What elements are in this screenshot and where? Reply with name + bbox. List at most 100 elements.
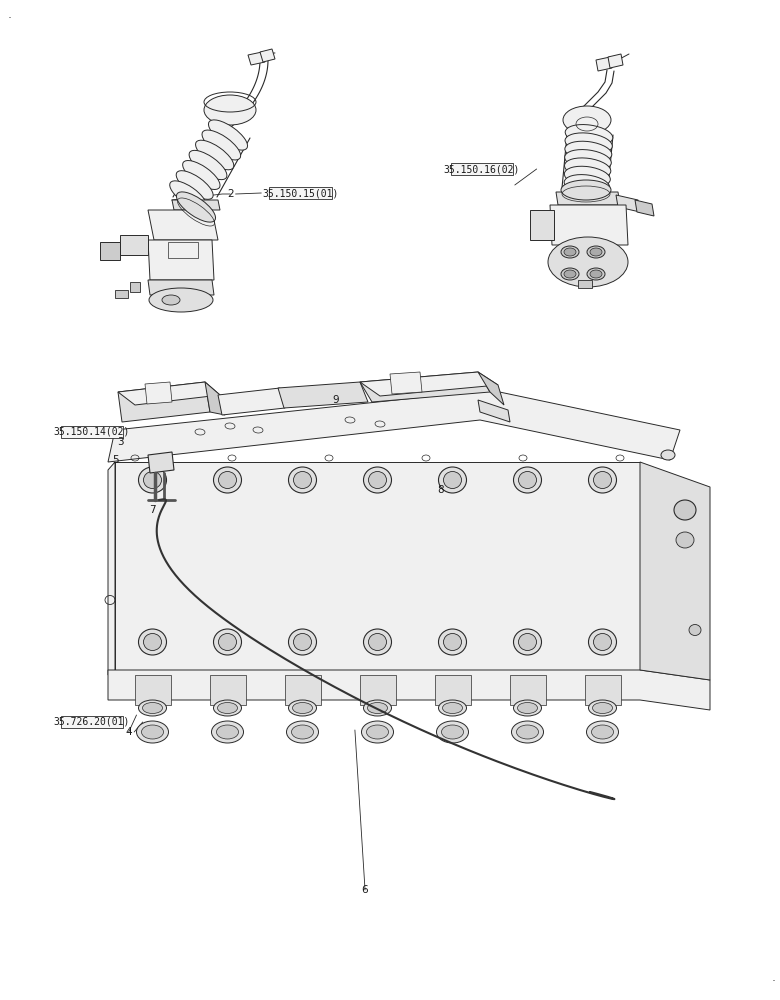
Polygon shape — [478, 372, 504, 405]
Polygon shape — [530, 210, 554, 240]
Polygon shape — [478, 400, 510, 422]
Text: 3: 3 — [118, 437, 124, 447]
Ellipse shape — [564, 270, 576, 278]
Ellipse shape — [593, 702, 612, 714]
Ellipse shape — [204, 95, 256, 125]
Polygon shape — [218, 388, 285, 415]
Ellipse shape — [548, 237, 628, 287]
Ellipse shape — [143, 702, 162, 714]
Polygon shape — [205, 382, 225, 415]
Ellipse shape — [661, 450, 675, 460]
FancyBboxPatch shape — [269, 187, 332, 199]
Ellipse shape — [289, 467, 317, 493]
Ellipse shape — [565, 150, 612, 170]
Polygon shape — [118, 382, 210, 422]
Ellipse shape — [367, 725, 388, 739]
Ellipse shape — [176, 171, 213, 199]
Polygon shape — [616, 195, 640, 212]
Polygon shape — [118, 382, 220, 405]
Ellipse shape — [218, 472, 236, 488]
Polygon shape — [115, 462, 640, 670]
Ellipse shape — [517, 702, 537, 714]
Ellipse shape — [566, 125, 613, 145]
Text: 35.726.20(01): 35.726.20(01) — [54, 717, 130, 727]
Text: 35.150.15(01): 35.150.15(01) — [262, 188, 339, 198]
Ellipse shape — [519, 472, 537, 488]
Ellipse shape — [513, 467, 541, 493]
Ellipse shape — [292, 702, 313, 714]
Ellipse shape — [676, 532, 694, 548]
Ellipse shape — [594, 634, 612, 650]
Ellipse shape — [565, 166, 610, 187]
Ellipse shape — [564, 175, 610, 195]
Ellipse shape — [144, 472, 161, 488]
Polygon shape — [148, 452, 174, 473]
Ellipse shape — [149, 288, 213, 312]
Ellipse shape — [588, 700, 616, 716]
Text: 8: 8 — [438, 485, 444, 495]
Ellipse shape — [594, 472, 612, 488]
Ellipse shape — [139, 467, 166, 493]
Ellipse shape — [183, 161, 220, 189]
Polygon shape — [108, 390, 680, 462]
Ellipse shape — [437, 721, 469, 743]
FancyBboxPatch shape — [61, 426, 123, 438]
Ellipse shape — [590, 270, 602, 278]
Polygon shape — [100, 242, 120, 260]
Polygon shape — [578, 280, 592, 288]
Polygon shape — [145, 382, 172, 404]
Ellipse shape — [214, 629, 242, 655]
Polygon shape — [635, 200, 654, 216]
Ellipse shape — [196, 140, 234, 170]
Ellipse shape — [561, 268, 579, 280]
Polygon shape — [556, 192, 620, 205]
Text: 2: 2 — [227, 189, 233, 199]
Ellipse shape — [292, 725, 314, 739]
Text: 6: 6 — [362, 885, 368, 895]
Polygon shape — [108, 670, 710, 710]
Ellipse shape — [289, 629, 317, 655]
Polygon shape — [148, 210, 218, 240]
Polygon shape — [248, 52, 265, 65]
Ellipse shape — [561, 180, 611, 200]
Ellipse shape — [363, 629, 392, 655]
Polygon shape — [130, 282, 140, 292]
Ellipse shape — [202, 130, 241, 160]
Ellipse shape — [293, 472, 311, 488]
Ellipse shape — [162, 295, 180, 305]
Polygon shape — [260, 49, 275, 62]
Ellipse shape — [438, 629, 466, 655]
Ellipse shape — [368, 634, 387, 650]
Ellipse shape — [564, 248, 576, 256]
Polygon shape — [115, 290, 128, 298]
Ellipse shape — [218, 702, 237, 714]
Ellipse shape — [565, 133, 612, 154]
Text: 5: 5 — [112, 455, 119, 465]
Ellipse shape — [368, 472, 387, 488]
Ellipse shape — [189, 150, 227, 180]
Ellipse shape — [136, 721, 168, 743]
Polygon shape — [584, 675, 621, 705]
Text: 35.150.14(02): 35.150.14(02) — [54, 427, 130, 437]
Ellipse shape — [176, 192, 215, 222]
Text: 7: 7 — [149, 505, 155, 515]
Ellipse shape — [444, 634, 462, 650]
Text: 9: 9 — [332, 395, 339, 405]
Ellipse shape — [513, 629, 541, 655]
Text: 4: 4 — [126, 727, 132, 737]
Ellipse shape — [218, 634, 236, 650]
Ellipse shape — [211, 721, 243, 743]
Ellipse shape — [214, 700, 242, 716]
Ellipse shape — [513, 700, 541, 716]
Ellipse shape — [565, 141, 612, 162]
Ellipse shape — [689, 624, 701, 636]
Polygon shape — [285, 675, 321, 705]
Polygon shape — [434, 675, 470, 705]
Text: 35.150.16(02): 35.150.16(02) — [444, 164, 520, 174]
Ellipse shape — [519, 634, 537, 650]
Polygon shape — [360, 372, 490, 402]
Ellipse shape — [208, 120, 247, 150]
Ellipse shape — [588, 629, 616, 655]
Ellipse shape — [444, 472, 462, 488]
Ellipse shape — [214, 467, 242, 493]
